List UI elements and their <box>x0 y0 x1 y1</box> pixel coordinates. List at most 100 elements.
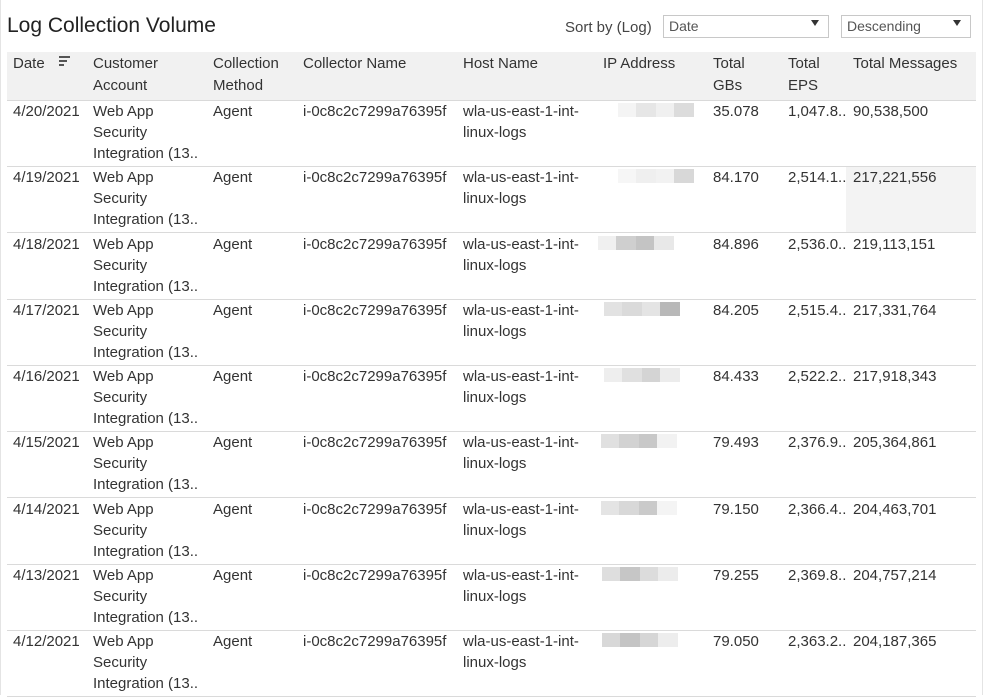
table-row[interactable]: 4/16/2021 Web App Security Integration (1… <box>7 366 976 432</box>
host-name-cell: wla-us-east-1-int- linux-logs <box>463 103 579 141</box>
column-header-total-gbs[interactable]: Total GBs <box>713 55 745 94</box>
total-eps-cell: 2,515.4.. <box>788 302 847 319</box>
total-messages-cell: 204,463,701 <box>853 501 937 518</box>
date-cell: 4/13/2021 <box>13 567 80 584</box>
ip-address-redacted <box>602 633 678 647</box>
sort-descending-icon[interactable] <box>59 56 70 66</box>
column-header-date[interactable]: Date <box>13 53 70 75</box>
ip-address-redacted <box>604 368 680 382</box>
total-eps-cell: 2,366.4.. <box>788 501 847 518</box>
customer-account-cell: Web App Security Integration (13.. <box>93 368 199 427</box>
customer-account-cell: Web App Security Integration (13.. <box>93 633 199 692</box>
column-header-collection-method[interactable]: Collection Method <box>213 55 279 94</box>
collection-method-cell: Agent <box>213 368 253 385</box>
host-name-cell: wla-us-east-1-int- linux-logs <box>463 368 579 406</box>
collection-method-cell: Agent <box>213 302 253 319</box>
customer-account-cell: Web App Security Integration (13.. <box>93 501 199 560</box>
total-gbs-cell: 84.205 <box>713 302 759 319</box>
column-header-label: Date <box>13 55 45 72</box>
ip-address-redacted <box>618 169 694 183</box>
total-gbs-cell: 79.255 <box>713 567 759 584</box>
total-messages-cell: 217,331,764 <box>853 302 937 319</box>
host-name-cell: wla-us-east-1-int- linux-logs <box>463 169 579 207</box>
total-eps-cell: 2,363.2.. <box>788 633 847 650</box>
date-cell: 4/15/2021 <box>13 434 80 451</box>
date-cell: 4/16/2021 <box>13 368 80 385</box>
total-eps-cell: 2,536.0.. <box>788 236 847 253</box>
total-eps-cell: 2,376.9.. <box>788 434 847 451</box>
table-row[interactable]: 4/12/2021 Web App Security Integration (1… <box>7 631 976 697</box>
chevron-down-icon <box>811 20 819 26</box>
date-cell: 4/17/2021 <box>13 302 80 319</box>
date-cell: 4/12/2021 <box>13 633 80 650</box>
total-eps-cell: 2,369.8.. <box>788 567 847 584</box>
ip-address-redacted <box>602 567 678 581</box>
column-header-host-name[interactable]: Host Name <box>463 55 539 72</box>
collection-method-cell: Agent <box>213 567 253 584</box>
total-messages-cell: 217,918,343 <box>853 368 937 385</box>
table-row[interactable]: 4/15/2021 Web App Security Integration (1… <box>7 432 976 498</box>
host-name-cell: wla-us-east-1-int- linux-logs <box>463 633 579 671</box>
table-row[interactable]: 4/14/2021 Web App Security Integration (1… <box>7 499 976 565</box>
table-header: Date Customer Account Collection Method … <box>7 52 976 101</box>
ip-address-redacted <box>618 103 694 117</box>
sort-field-value: Date <box>669 18 699 34</box>
column-header-ip-address[interactable]: IP Address <box>603 55 676 72</box>
date-cell: 4/14/2021 <box>13 501 80 518</box>
sort-by-label: Sort by (Log) <box>565 19 652 36</box>
table-row[interactable]: 4/18/2021 Web App Security Integration (1… <box>7 234 976 300</box>
table-row[interactable]: 4/20/2021 Web App Security Integration (1… <box>7 101 976 167</box>
customer-account-cell: Web App Security Integration (13.. <box>93 236 199 295</box>
collector-name-cell: i-0c8c2c7299a76395f <box>303 103 447 120</box>
collector-name-cell: i-0c8c2c7299a76395f <box>303 633 447 650</box>
date-cell: 4/19/2021 <box>13 169 80 186</box>
page-title: Log Collection Volume <box>7 14 216 37</box>
sort-field-dropdown[interactable]: Date <box>663 15 829 38</box>
table-row[interactable]: 4/19/2021 Web App Security Integration (1… <box>7 167 976 233</box>
ip-address-redacted <box>604 302 680 316</box>
total-gbs-cell: 84.896 <box>713 236 759 253</box>
collector-name-cell: i-0c8c2c7299a76395f <box>303 434 447 451</box>
total-eps-cell: 2,514.1.. <box>788 169 847 186</box>
date-cell: 4/20/2021 <box>13 103 80 120</box>
total-messages-cell: 205,364,861 <box>853 434 937 451</box>
ip-address-redacted <box>601 501 677 515</box>
total-gbs-cell: 35.078 <box>713 103 759 120</box>
collection-method-cell: Agent <box>213 103 253 120</box>
sort-order-dropdown[interactable]: Descending <box>841 15 971 38</box>
collection-method-cell: Agent <box>213 169 253 186</box>
collector-name-cell: i-0c8c2c7299a76395f <box>303 567 447 584</box>
total-messages-cell: 204,757,214 <box>853 567 937 584</box>
total-messages-cell: 219,113,151 <box>853 236 936 253</box>
customer-account-cell: Web App Security Integration (13.. <box>93 103 199 162</box>
collector-name-cell: i-0c8c2c7299a76395f <box>303 236 447 253</box>
highlighted-cell <box>846 167 976 232</box>
collection-method-cell: Agent <box>213 236 253 253</box>
total-messages-cell: 90,538,500 <box>853 103 929 120</box>
total-messages-cell: 217,221,556 <box>853 169 937 186</box>
table-row[interactable]: 4/17/2021 Web App Security Integration (1… <box>7 300 976 366</box>
date-cell: 4/18/2021 <box>13 236 80 253</box>
collector-name-cell: i-0c8c2c7299a76395f <box>303 169 447 186</box>
ip-address-redacted <box>601 434 677 448</box>
column-header-total-messages[interactable]: Total Messages <box>853 55 958 72</box>
host-name-cell: wla-us-east-1-int- linux-logs <box>463 567 579 605</box>
customer-account-cell: Web App Security Integration (13.. <box>93 434 199 493</box>
sort-order-value: Descending <box>847 18 921 34</box>
column-header-total-eps[interactable]: Total EPS <box>788 55 820 94</box>
customer-account-cell: Web App Security Integration (13.. <box>93 302 199 361</box>
ip-address-redacted <box>598 236 674 250</box>
collection-method-cell: Agent <box>213 633 253 650</box>
host-name-cell: wla-us-east-1-int- linux-logs <box>463 302 579 340</box>
column-header-collector-name[interactable]: Collector Name <box>303 55 407 72</box>
collector-name-cell: i-0c8c2c7299a76395f <box>303 501 447 518</box>
total-eps-cell: 1,047.8.. <box>788 103 847 120</box>
table-row[interactable]: 4/13/2021 Web App Security Integration (1… <box>7 565 976 631</box>
column-header-customer-account[interactable]: Customer Account <box>93 55 159 94</box>
total-gbs-cell: 84.170 <box>713 169 759 186</box>
collector-name-cell: i-0c8c2c7299a76395f <box>303 302 447 319</box>
total-messages-cell: 204,187,365 <box>853 633 937 650</box>
customer-account-cell: Web App Security Integration (13.. <box>93 567 199 626</box>
collector-name-cell: i-0c8c2c7299a76395f <box>303 368 447 385</box>
